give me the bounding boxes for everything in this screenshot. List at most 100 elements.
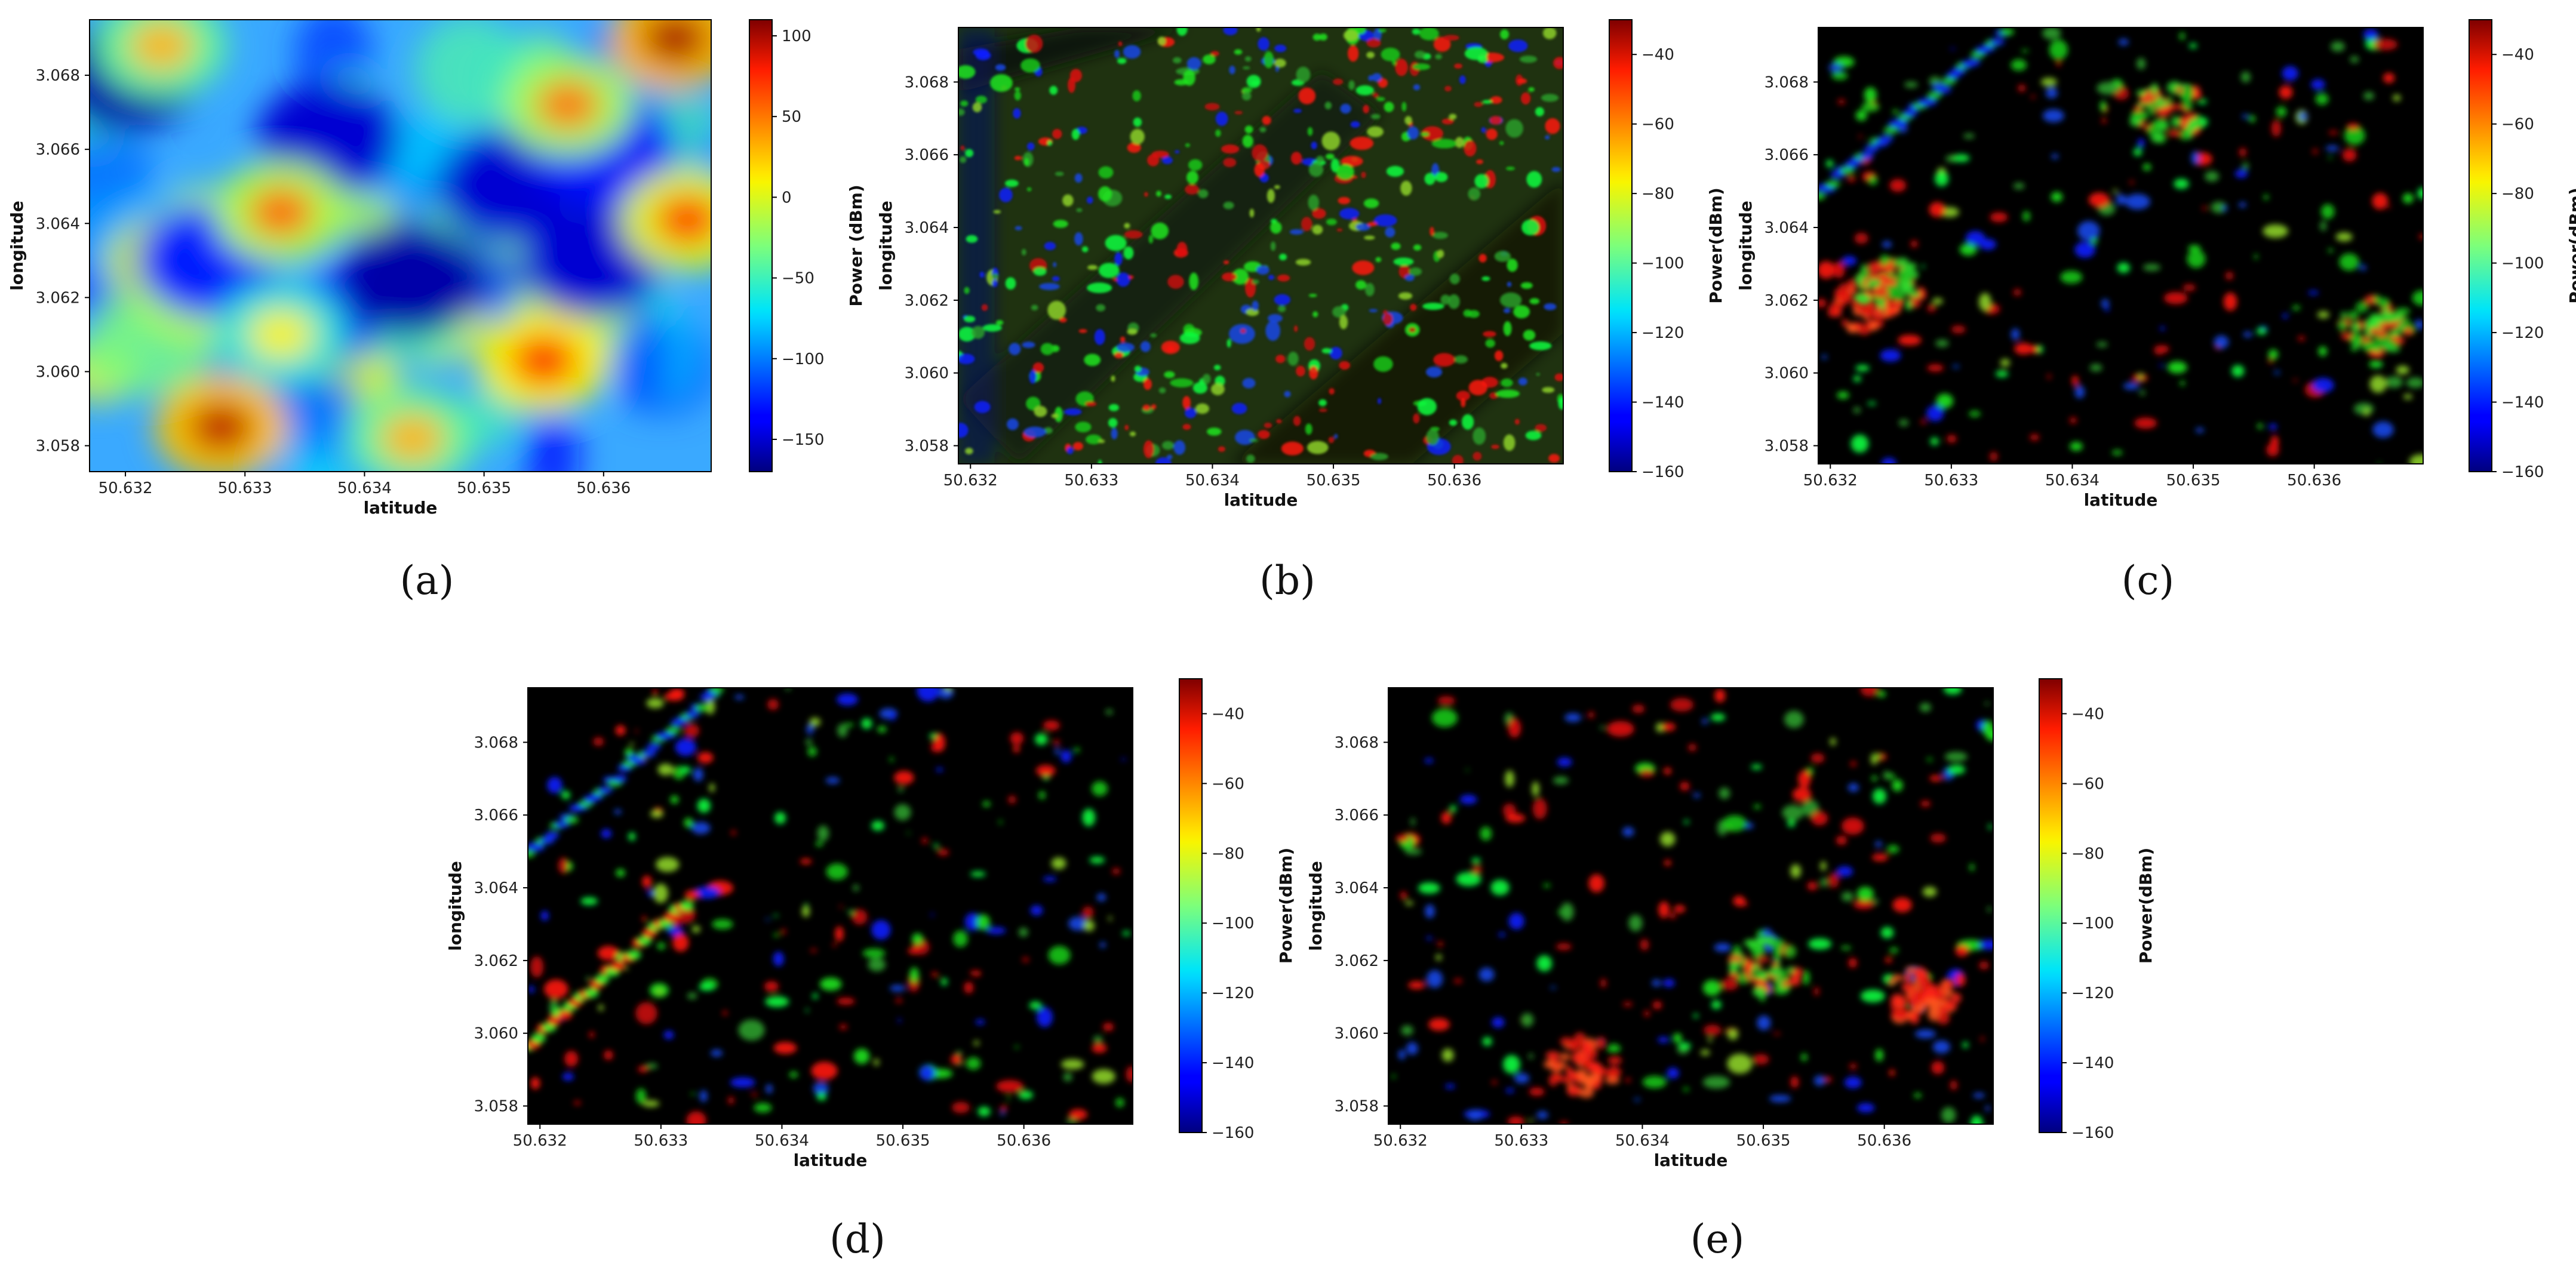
heatmap-cluster-spot [1868, 261, 1882, 274]
heatmap-spot [1246, 75, 1261, 88]
heatmap-spot [2315, 93, 2329, 105]
heatmap-spot [1393, 257, 1414, 266]
heatmap-streak [584, 988, 599, 998]
heatmap-spot [1915, 1029, 1936, 1039]
heatmap-spot [1885, 957, 1892, 963]
heatmap-spot [1043, 720, 1060, 731]
heatmap-spot [1182, 424, 1191, 430]
x-tick-label: 50.636 [2287, 472, 2341, 490]
heatmap-spot [738, 1019, 765, 1041]
heatmap-spot [727, 1096, 734, 1104]
heatmap-spot [998, 820, 1003, 824]
heatmap-spot [806, 738, 813, 746]
x-tick-label: 50.635 [457, 479, 511, 497]
heatmap-streak [1936, 86, 1951, 94]
heatmap-spot [1501, 362, 1508, 369]
heatmap-spot [1935, 171, 1949, 187]
heatmap-spot [1120, 336, 1126, 343]
heatmap-spot [897, 1018, 901, 1023]
heatmap-spot [691, 821, 711, 835]
heatmap-spot [936, 767, 943, 772]
heatmap-spot [1014, 87, 1020, 91]
heatmap-spot [2042, 27, 2061, 40]
heatmap-spot [1453, 978, 1462, 983]
heatmap-spot [1133, 117, 1142, 127]
heatmap-spot [1412, 28, 1421, 35]
heatmap-cluster-spot [1899, 269, 1910, 277]
x-tick-label: 50.633 [218, 479, 272, 497]
heatmap-spot [970, 970, 976, 976]
heatmap-spot [2312, 149, 2318, 154]
heatmap-spot [2223, 206, 2228, 211]
heatmap-spot [691, 925, 700, 933]
heatmap-spot [1295, 259, 1311, 266]
heatmap-streak [558, 1010, 573, 1020]
heatmap-spot [1657, 1036, 1670, 1043]
heatmap-spot [2195, 427, 2205, 433]
colorbar-label: Power (dBm) [846, 184, 866, 306]
heatmap-spot [816, 1093, 827, 1101]
heatmap-spot [1246, 454, 1255, 463]
panel-label: (a) [400, 558, 454, 604]
heatmap-spot [1398, 265, 1410, 278]
heatmap-spot [1478, 254, 1487, 263]
heatmap-spot [711, 1050, 723, 1057]
heatmap-spot [642, 1100, 660, 1107]
colorbar-tick-label: −40 [1641, 46, 1674, 64]
heatmap-spot [971, 325, 985, 339]
heatmap-spot [1117, 58, 1127, 64]
x-tick-label: 50.635 [1736, 1132, 1791, 1150]
heatmap-background [1388, 688, 1993, 1124]
heatmap-spot [1339, 361, 1351, 370]
heatmap-cluster-spot [2361, 341, 2377, 352]
heatmap-spot [2096, 341, 2108, 347]
heatmap-dark-band [958, 27, 995, 464]
heatmap-spot [1265, 321, 1281, 341]
heatmap-cluster-spot [1743, 961, 1751, 971]
heatmap-spot [2256, 327, 2267, 335]
heatmap-spot [1959, 243, 1977, 256]
y-tick-label: 3.062 [1765, 292, 1809, 310]
x-tick-label: 50.635 [1307, 472, 1361, 490]
heatmap-spot [1426, 429, 1439, 445]
heatmap-spot [1083, 920, 1095, 932]
heatmap-streak [610, 961, 625, 971]
heatmap-cluster-spot [1584, 1041, 1594, 1053]
heatmap-cluster-spot [1787, 967, 1795, 974]
heatmap-spot [623, 967, 629, 970]
heatmap-spot [1081, 246, 1089, 253]
heatmap-cluster-spot [2351, 321, 2361, 333]
heatmap-spot [1241, 91, 1252, 101]
heatmap-spot [958, 327, 976, 342]
heatmap-cluster-spot [1771, 938, 1785, 949]
colorbar [1609, 19, 1633, 472]
heatmap-streak [2000, 28, 2015, 36]
heatmap-spot [2011, 328, 2020, 340]
heatmap-spot [1293, 416, 1301, 426]
heatmap-spot [1074, 232, 1083, 246]
heatmap-spot [1043, 775, 1049, 781]
heatmap-spot [1116, 272, 1130, 287]
colorbar-tick-label: −100 [1212, 915, 1254, 933]
heatmap-coldspot [340, 222, 484, 336]
heatmap-spot [764, 981, 779, 992]
heatmap-spot [1544, 303, 1557, 310]
heatmap-spot [2129, 180, 2134, 184]
heatmap-spot [1164, 194, 1172, 199]
heatmap-spot [909, 967, 919, 983]
heatmap-area [1388, 688, 1993, 1124]
heatmap-spot [773, 914, 779, 917]
heatmap-spot [2163, 292, 2188, 304]
colorbar [2469, 19, 2492, 472]
heatmap-cluster-spot [2163, 101, 2171, 107]
heatmap-spot [1443, 35, 1459, 41]
heatmap-cluster-spot [1780, 987, 1787, 995]
heatmap-cluster-spot [1771, 962, 1779, 967]
heatmap-spot [958, 108, 965, 116]
heatmap-hotspot [379, 413, 445, 464]
heatmap-streak [528, 850, 535, 858]
heatmap-spot [1173, 57, 1182, 64]
heatmap-spot [2060, 270, 2083, 284]
heatmap-spot [1751, 764, 1762, 770]
heatmap-spot [1115, 1098, 1124, 1107]
